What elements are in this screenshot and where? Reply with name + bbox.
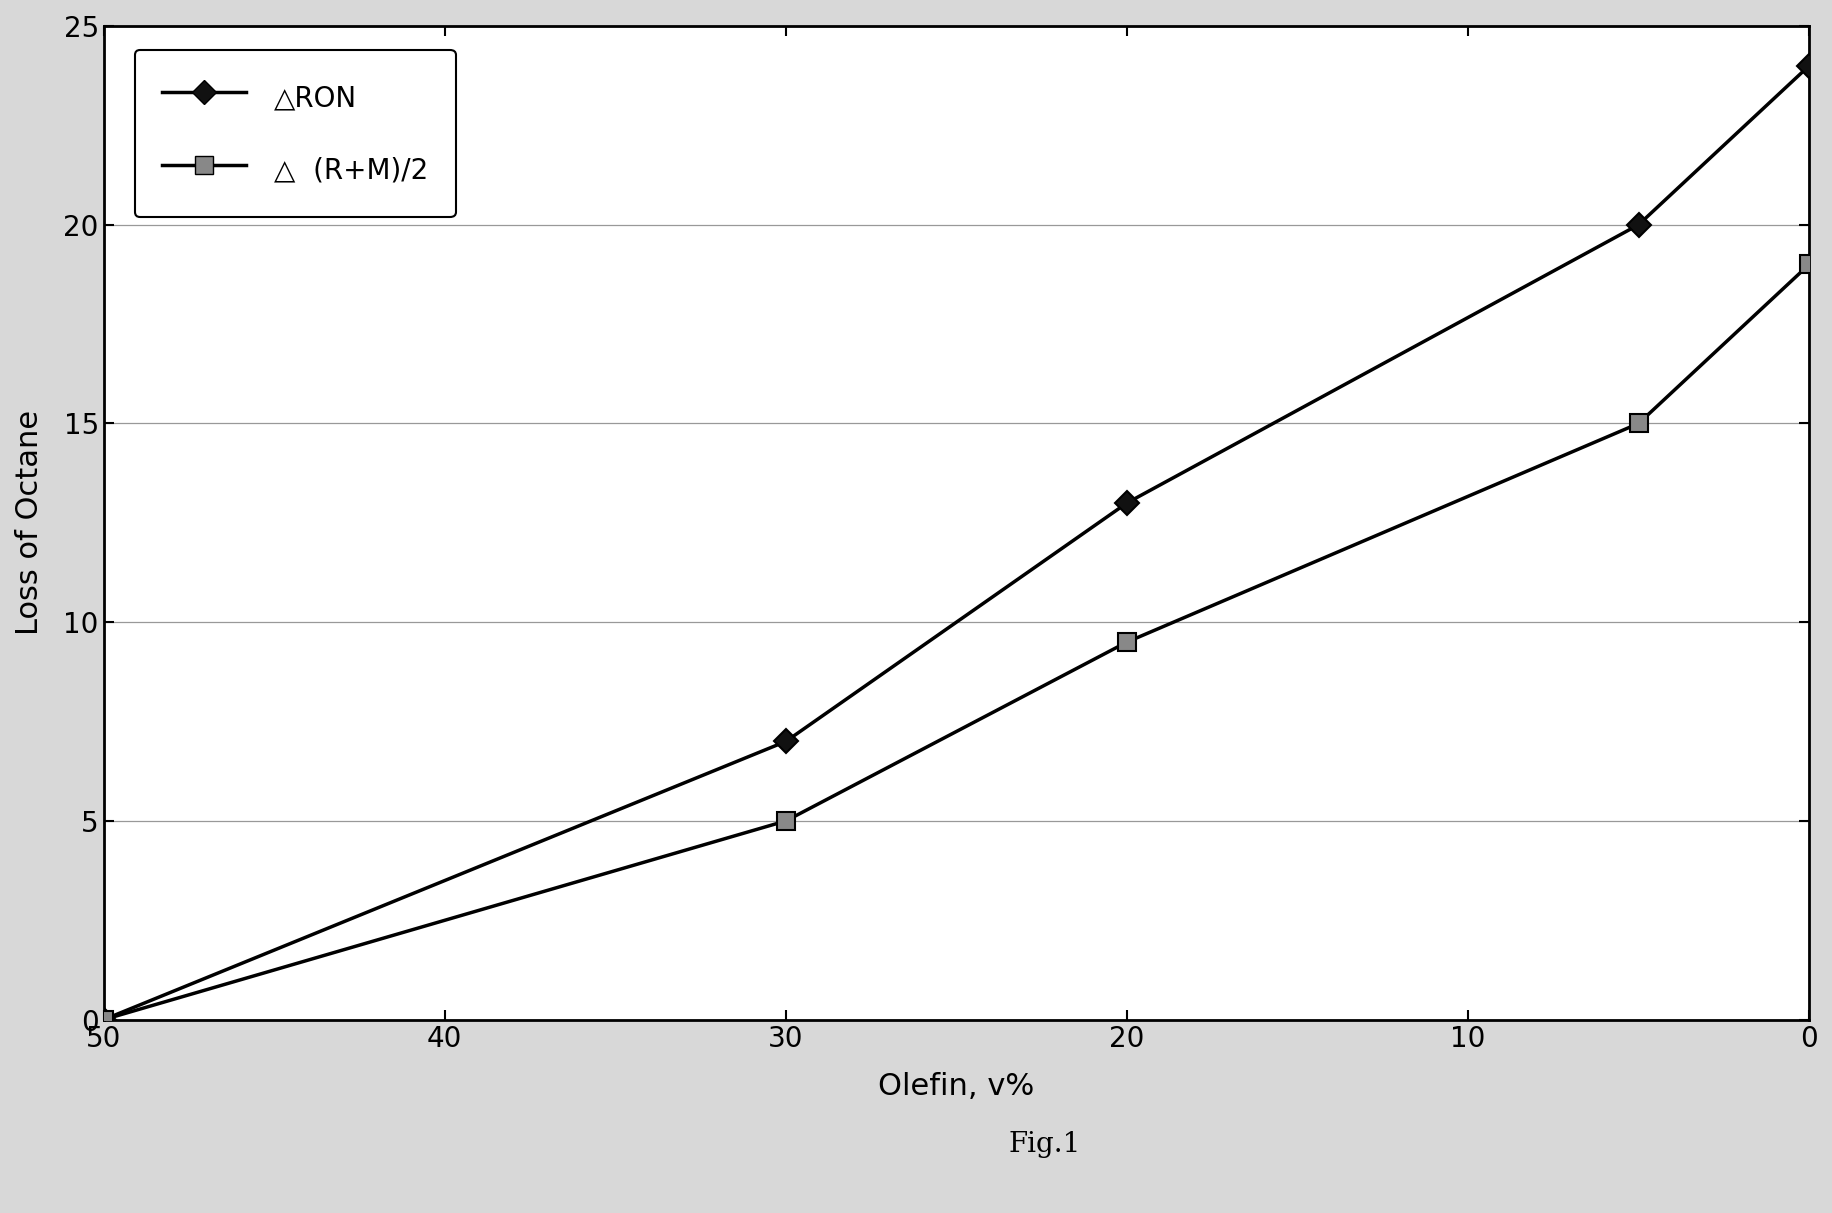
Legend: △RON, △  (R+M)/2: △RON, △ (R+M)/2 bbox=[134, 50, 456, 217]
Text: Fig.1: Fig.1 bbox=[1008, 1132, 1081, 1158]
Y-axis label: Loss of Octane: Loss of Octane bbox=[15, 410, 44, 636]
X-axis label: Olefin, v%: Olefin, v% bbox=[878, 1072, 1033, 1101]
